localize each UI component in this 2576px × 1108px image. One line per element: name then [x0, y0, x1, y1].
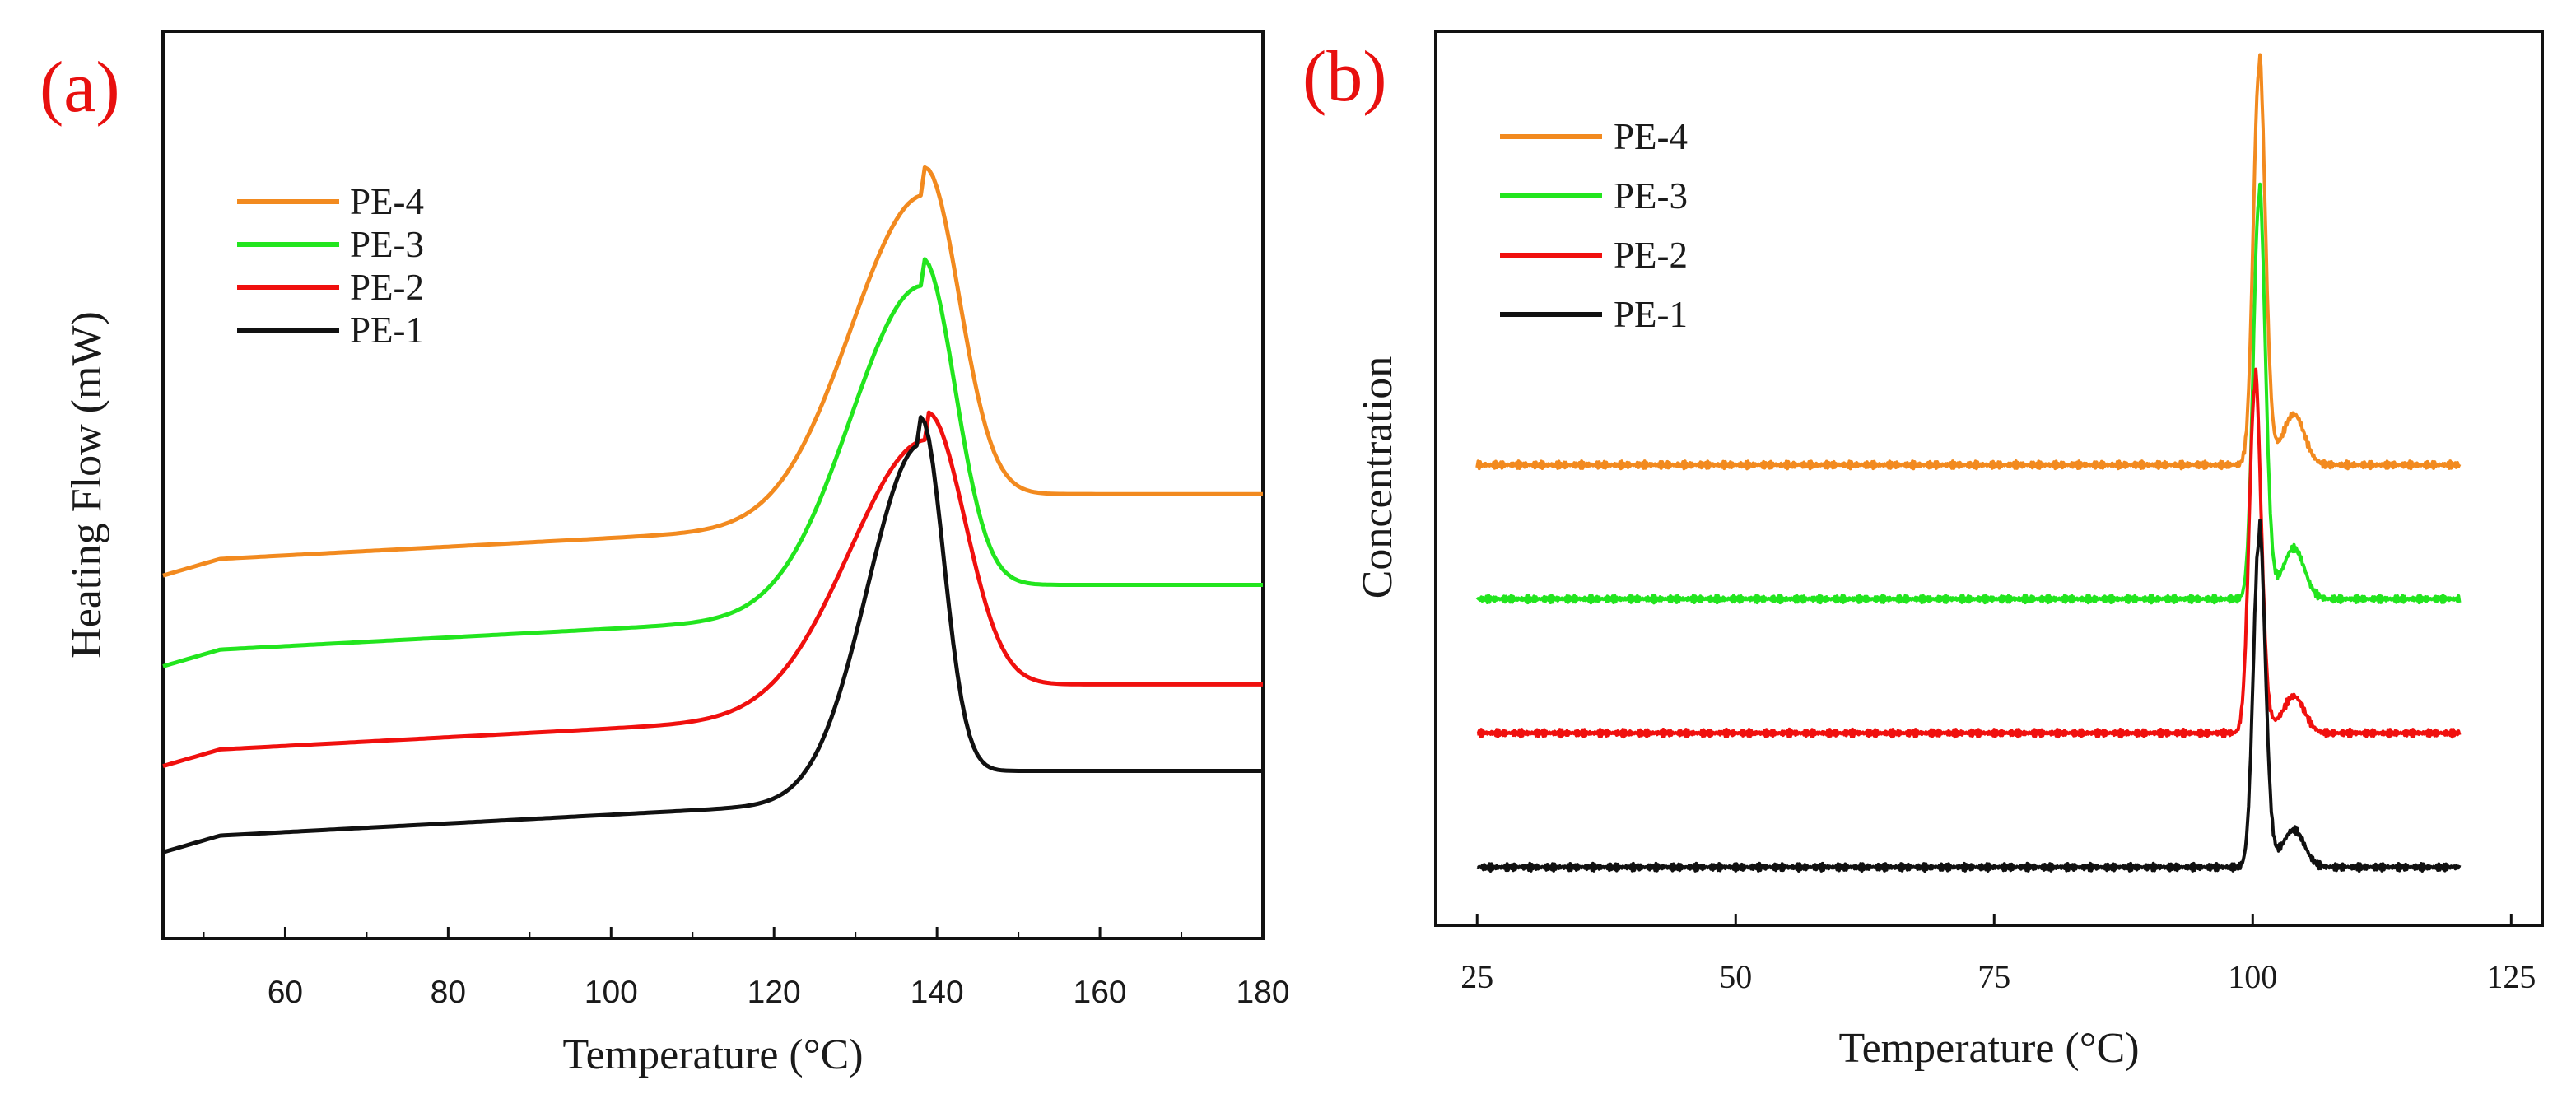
panel-b-series-pe-4: [1475, 53, 2462, 471]
panel-a-x-tick-label-100: 100: [585, 975, 638, 1010]
panel-b-chart: (b) 25 50 75 100 125 PE-4 PE-3 PE-2 PE-1 Temper…: [1302, 30, 2544, 1072]
panel-b-legend-label-pe-4: PE-4: [1614, 116, 1688, 157]
panel-a-x-axis-title: Temperature (°C): [562, 1031, 863, 1078]
panel-b-x-tick-label-125: 125: [2486, 958, 2536, 995]
panel-b-legend: PE-4 PE-3 PE-2 PE-1: [1500, 116, 1688, 335]
panel-b-legend-label-pe-3: PE-3: [1614, 175, 1688, 216]
panel-a-series-group: [162, 165, 1263, 854]
panel-b-legend-label-pe-1: PE-1: [1614, 294, 1688, 335]
panel-a-series-pe-3: [162, 257, 1263, 668]
panel-a-y-axis-title: Heating Flow (mW): [63, 311, 110, 659]
panel-a-plot-frame: [161, 30, 1265, 940]
panel-b-x-axis-title: Temperature (°C): [1838, 1025, 2139, 1072]
panel-a-x-tick-label-120: 120: [748, 975, 801, 1010]
panel-b-label: (b): [1302, 37, 1387, 117]
panel-a-x-axis: 60 80 100 120 140 160 180: [203, 927, 1290, 1010]
panel-a-x-tick-label-140: 140: [911, 975, 964, 1010]
panel-b-series-pe-2: [1476, 367, 2462, 739]
panel-b-plot-frame: [1434, 30, 2544, 927]
panel-a-chart: (a) 60 80 100 120 140 160 180 PE-4PE-3PE-2PE-1…: [40, 30, 1290, 1078]
panel-a-x-tick-label-180: 180: [1236, 975, 1289, 1010]
panel-a-label: (a): [40, 48, 120, 128]
panel-a-legend-label-pe-4: PE-4: [350, 181, 424, 222]
panel-b-y-axis-title: Concentration: [1354, 356, 1401, 599]
panel-a-series-pe-4: [162, 165, 1263, 578]
panel-a-legend-label-pe-2: PE-2: [350, 267, 424, 308]
panel-b-x-tick-label-100: 100: [2228, 958, 2277, 995]
panel-a-legend: PE-4PE-3PE-2PE-1: [237, 181, 424, 351]
panel-a-x-tick-label-160: 160: [1074, 975, 1127, 1010]
panel-a-legend-label-pe-1: PE-1: [350, 310, 424, 351]
panel-b-series-pe-1: [1476, 519, 2462, 873]
panel-a-series-pe-1: [162, 415, 1263, 854]
panel-a-x-tick-label-60: 60: [268, 975, 303, 1010]
panel-b-series-group: [1475, 53, 2462, 873]
panel-b-x-tick-label-25: 25: [1460, 958, 1493, 995]
panel-b-legend-label-pe-2: PE-2: [1614, 235, 1688, 276]
panel-b-series-pe-3: [1475, 182, 2462, 605]
panel-b-x-tick-label-75: 75: [1977, 958, 2010, 995]
panel-b-x-axis: 25 50 75 100 125: [1460, 914, 2536, 995]
panel-a-series-pe-2: [162, 410, 1263, 769]
panel-b-x-tick-label-50: 50: [1719, 958, 1752, 995]
panel-a-legend-label-pe-3: PE-3: [350, 224, 424, 265]
panel-a-x-tick-label-80: 80: [431, 975, 466, 1010]
